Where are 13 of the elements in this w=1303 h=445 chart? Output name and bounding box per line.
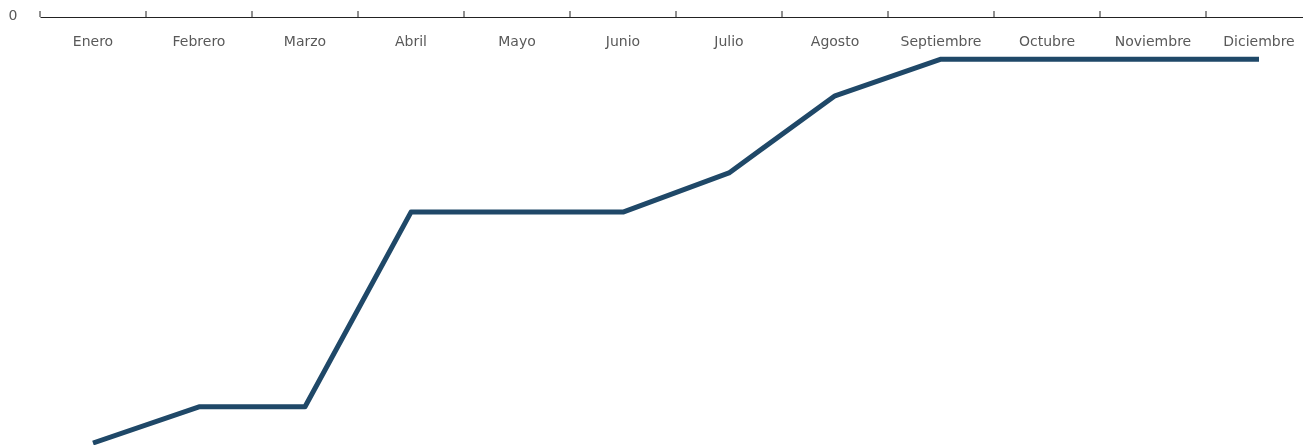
x-tick-label: Enero — [72, 33, 114, 49]
x-tick-label: Agosto — [810, 33, 860, 49]
x-tick-label: Noviembre — [1114, 33, 1192, 49]
x-tick-label: Julio — [713, 33, 744, 49]
x-tick-label: Septiembre — [900, 33, 982, 49]
x-tick-label: Junio — [604, 33, 641, 49]
x-tick-label: Febrero — [172, 33, 226, 49]
x-tick-label: Abril — [395, 33, 427, 49]
text: 0 — [8, 7, 18, 23]
x-tick-label: Diciembre — [1223, 33, 1295, 49]
x-tick-label: Octubre — [1018, 33, 1076, 49]
x-tick-label: Marzo — [283, 33, 327, 49]
x-tick-label: Mayo — [498, 33, 536, 49]
